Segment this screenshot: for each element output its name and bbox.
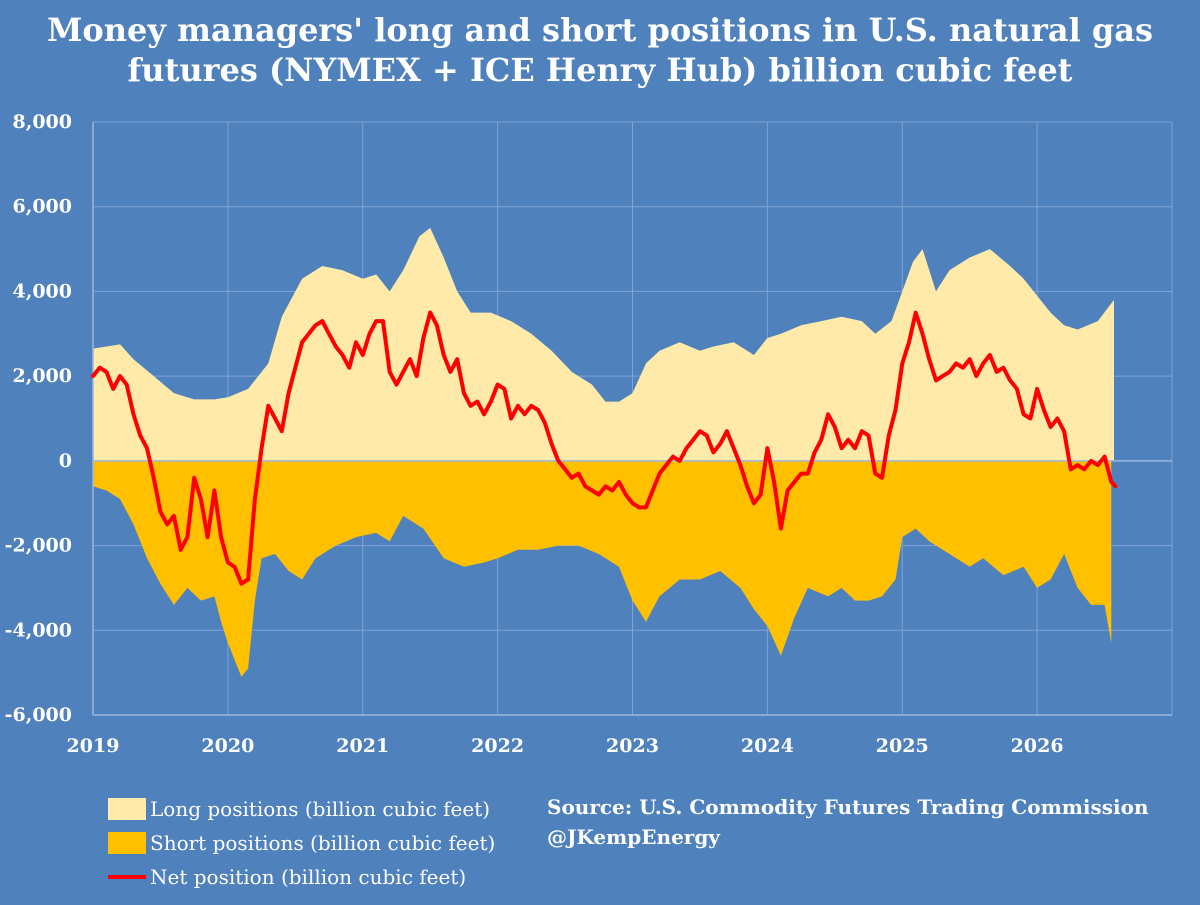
axes — [92, 122, 1172, 716]
line-series — [91, 310, 1118, 586]
chart-title-line-1: Money managers' long and short positions… — [46, 11, 1154, 49]
author-handle: @JKempEnergy — [547, 825, 720, 849]
x-tick-label: 2021 — [336, 735, 389, 757]
source-note: Source: U.S. Commodity Futures Trading C… — [547, 792, 1148, 852]
y-tick-label: 4,000 — [13, 280, 73, 302]
legend-swatch-long — [108, 798, 146, 820]
y-tick-label: -4,000 — [5, 619, 72, 641]
legend-item-long: Long positions (billion cubic feet) — [108, 792, 495, 826]
chart-title: Money managers' long and short positions… — [0, 10, 1200, 90]
series-long-area — [93, 227, 1114, 461]
x-tick-label: 2025 — [876, 735, 929, 757]
legend-label-long: Long positions (billion cubic feet) — [150, 797, 491, 821]
y-tick-label: 8,000 — [13, 111, 73, 133]
tick-labels: 8,000 6,000 4,000 2,000 0 -2,000 -4,000 -6,000 2… — [5, 111, 1064, 757]
y-tick-label: -2,000 — [5, 535, 72, 557]
legend-item-short: Short positions (billion cubic feet) — [108, 826, 495, 860]
x-tick-label: 2023 — [606, 735, 659, 757]
legend-item-net: Net position (billion cubic feet) — [108, 860, 495, 894]
legend: Long positions (billion cubic feet) Shor… — [108, 792, 495, 894]
legend-swatch-net — [108, 875, 146, 879]
legend-label-net: Net position (billion cubic feet) — [150, 865, 467, 889]
x-tick-label: 2024 — [741, 735, 794, 757]
x-tick-label: 2019 — [67, 735, 120, 757]
y-tick-label: 0 — [59, 450, 72, 472]
y-tick-label: 6,000 — [13, 196, 73, 218]
x-tick-label: 2026 — [1011, 735, 1064, 757]
legend-label-short: Short positions (billion cubic feet) — [150, 831, 496, 855]
y-tick-label: -6,000 — [5, 704, 72, 726]
series-net-line — [91, 310, 1118, 586]
x-tick-label: 2020 — [201, 735, 254, 757]
source-line: Source: U.S. Commodity Futures Trading C… — [547, 795, 1149, 819]
series-short-area — [93, 460, 1112, 677]
legend-swatch-short — [108, 832, 146, 854]
x-tick-label: 2022 — [471, 735, 524, 757]
chart-title-line-2: futures (NYMEX + ICE Henry Hub) billion … — [127, 51, 1073, 89]
y-tick-label: 2,000 — [13, 365, 73, 387]
area-series — [93, 227, 1114, 677]
